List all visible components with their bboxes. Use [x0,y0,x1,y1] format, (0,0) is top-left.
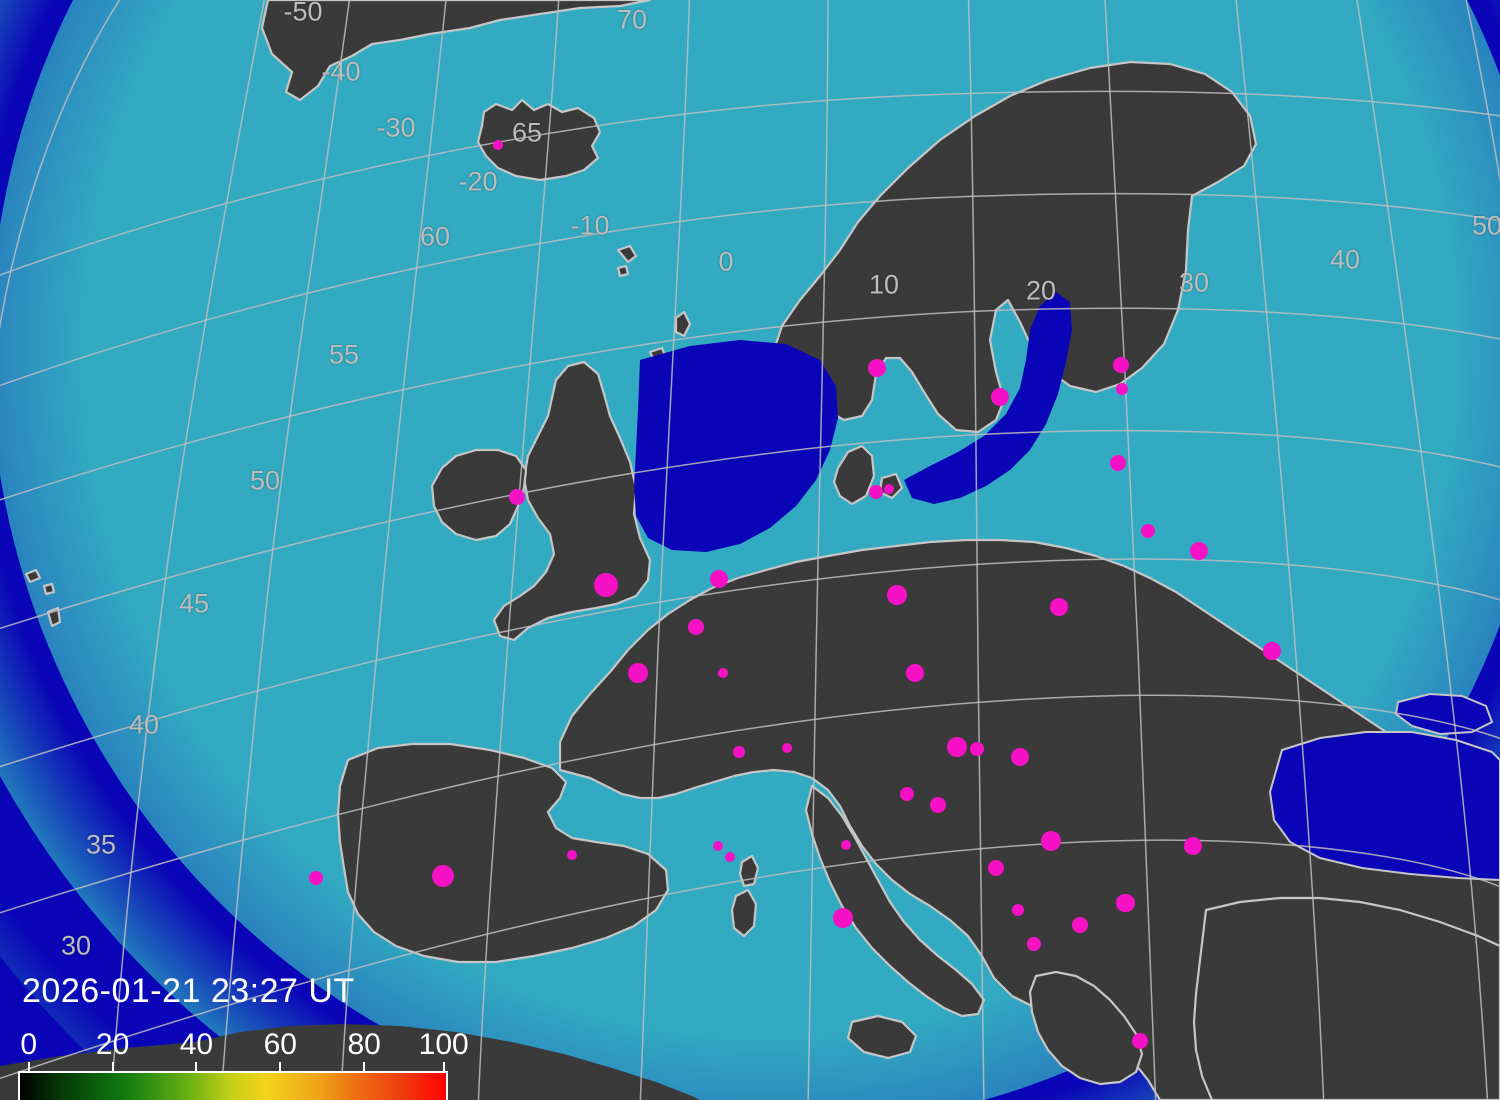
city-marker [887,585,907,605]
city-marker [1263,642,1281,660]
city-marker [710,570,728,588]
timestamp-label: 2026-01-21 23:27 UT [22,972,355,1010]
city-marker [1050,598,1068,616]
landmass-iberia [336,742,670,964]
city-marker [991,388,1009,406]
lon-label: -40 [321,56,361,87]
colorbar-tick-label: 0 [20,1028,38,1061]
lat-label: 50 [249,465,281,496]
landmass-ireland [430,448,528,542]
landmass-corsica [738,854,760,888]
lat-label: 55 [328,339,360,370]
city-marker [833,908,853,928]
city-marker [1011,748,1029,766]
city-marker [1141,524,1155,538]
city-marker [782,743,792,753]
city-marker [884,484,894,494]
city-marker [1132,1033,1148,1049]
landmass-sardinia [730,888,758,938]
city-marker [947,737,967,757]
city-marker [567,850,577,860]
landmass-iceland [476,98,602,182]
city-marker [309,871,323,885]
lat-label: 65 [511,117,543,148]
city-marker [900,787,914,801]
lon-label: -20 [458,166,498,197]
city-marker [1184,837,1202,855]
colorbar-ticks [18,1062,448,1071]
lat-label: 40 [128,709,160,740]
lon-label: 10 [868,269,900,300]
colorbar-tick-label: 40 [179,1028,214,1061]
landmass-great-britain [492,360,652,642]
lon-label: 30 [1178,267,1210,298]
lat-label: 70 [616,4,648,35]
colorbar-labels: 0 20 40 60 80 100 [18,1028,468,1062]
colorbar-tick-label: 80 [347,1028,381,1061]
lat-label: 60 [419,221,451,252]
city-marker [930,797,946,813]
landmass-faroes [616,244,638,264]
water-baltic-sea [904,292,1072,504]
city-marker [1116,894,1134,912]
city-marker [1116,383,1128,395]
colorbar-gradient [18,1071,448,1100]
lon-label: 0 [718,246,734,277]
city-marker [869,485,883,499]
landmass-shetland [674,310,692,338]
lon-label: -10 [570,210,610,241]
city-marker [509,489,525,505]
landmass-greenland [260,0,652,102]
city-marker [906,664,924,682]
globe-limb [0,0,121,331]
city-marker [841,840,851,850]
city-marker [432,865,454,887]
lon-label: -30 [376,112,416,143]
city-marker [733,746,745,758]
city-marker [970,742,984,756]
city-marker [713,841,723,851]
landmass-faroes-2 [616,264,630,278]
city-marker [628,663,648,683]
lon-label: -50 [283,0,323,27]
water-north-sea [634,340,838,552]
lat-label: 30 [60,930,92,961]
city-marker [688,619,704,635]
city-marker [493,140,503,150]
city-marker [594,573,618,597]
city-marker [725,852,735,862]
city-marker [1113,357,1129,373]
colorbar: 0 20 40 60 80 100 [18,1028,469,1100]
colorbar-tick-label: 100 [418,1028,469,1061]
landmass-greece [1028,970,1144,1086]
water-sea-of-azov [1394,692,1494,736]
lon-label: 40 [1329,244,1361,275]
lon-label: 50 [1471,210,1500,241]
landmass-scandinavia [768,60,1258,434]
city-marker [868,359,886,377]
city-marker [1041,831,1061,851]
city-marker [1072,917,1088,933]
city-marker [1190,542,1208,560]
landmass-sicily [846,1014,918,1060]
city-marker [988,860,1004,876]
graticule-meridians [109,0,1500,1100]
landmass-azores-2 [42,582,56,596]
landmass-anatolia [1192,896,1500,1100]
landmass-denmark [832,444,876,506]
city-marker [1012,904,1024,916]
lat-label: 45 [178,588,210,619]
city-marker [1110,455,1126,471]
city-marker [1027,937,1041,951]
colorbar-tick-label: 60 [263,1028,297,1061]
lat-label: 35 [85,829,117,860]
landmass-azores [24,568,42,584]
lon-label: 20 [1025,275,1057,306]
colorbar-tick-label: 20 [95,1028,130,1061]
city-marker [718,668,728,678]
